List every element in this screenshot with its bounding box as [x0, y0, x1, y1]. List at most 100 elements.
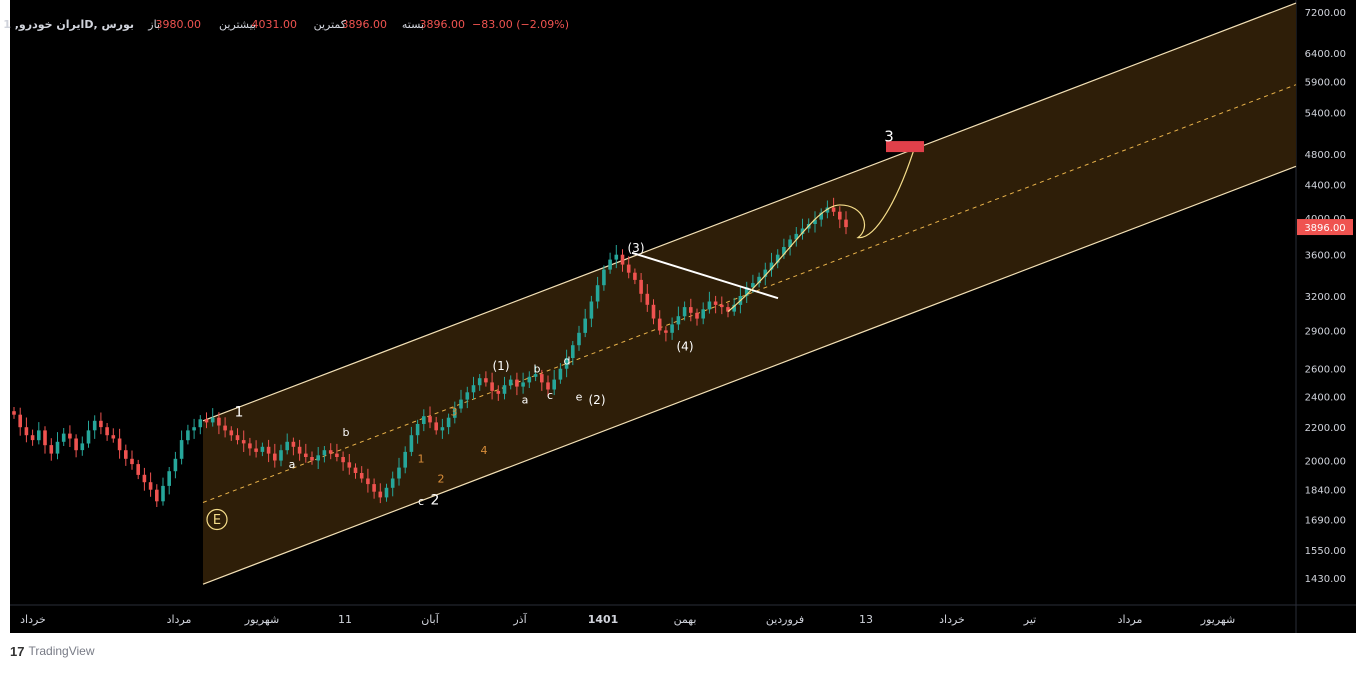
candle	[155, 484, 159, 507]
candle-body	[825, 207, 830, 213]
candle	[341, 451, 345, 471]
candles	[12, 197, 848, 507]
candle	[695, 308, 699, 326]
price-channel[interactable]	[202, 2, 1297, 585]
candle	[105, 423, 109, 441]
candle	[322, 446, 327, 463]
candle	[316, 447, 320, 469]
wave-label: e	[576, 391, 583, 404]
candle	[24, 417, 29, 443]
candle	[844, 211, 848, 235]
candle	[583, 308, 587, 338]
candle	[595, 276, 600, 309]
wave-label: b	[534, 363, 541, 376]
candle-body	[502, 385, 507, 394]
candle	[552, 369, 556, 396]
candle	[254, 440, 258, 458]
candle-body	[167, 471, 171, 486]
candle-body	[297, 446, 302, 454]
candle	[440, 418, 445, 439]
candle-body	[49, 445, 54, 454]
candle	[161, 477, 165, 506]
header-low-label: کمترین	[314, 18, 347, 31]
candle-body	[254, 448, 258, 452]
channel-mid-line[interactable]	[202, 84, 1297, 503]
candle	[124, 444, 128, 466]
candle-body	[626, 264, 631, 273]
candle-body	[446, 417, 451, 428]
candle-body	[341, 457, 345, 463]
candle	[173, 451, 178, 479]
header-close-value: 3896.00	[420, 18, 466, 31]
time-tick-label: آذر	[512, 612, 527, 626]
candle	[794, 227, 799, 247]
candle-body	[558, 368, 563, 380]
candle-body	[353, 467, 358, 473]
candle	[608, 252, 612, 274]
header-close-label: بسته	[402, 18, 424, 31]
candle	[515, 372, 519, 396]
candle-body	[192, 427, 196, 431]
price-axis[interactable]: 7200.00 6400.00 5900.00 5400.00 4800.00 4400.…	[1297, 8, 1353, 585]
candle-body	[155, 489, 159, 502]
candle-body	[508, 379, 513, 386]
candle	[266, 439, 271, 463]
candle-body	[720, 304, 724, 308]
tradingview-branding[interactable]: 17 TradingView	[10, 641, 95, 661]
candle-body	[310, 457, 314, 461]
candle	[12, 407, 16, 419]
candle	[223, 417, 227, 438]
candle-body	[794, 233, 799, 240]
candle	[372, 478, 376, 499]
price-tick-label: 6400.00	[1305, 49, 1346, 60]
candle	[353, 463, 358, 479]
candle	[713, 295, 718, 314]
candle	[384, 483, 389, 502]
candle-body	[453, 408, 457, 418]
candle	[546, 375, 550, 397]
candle-body	[515, 379, 519, 387]
target-box[interactable]	[886, 141, 924, 153]
candle-body	[707, 301, 712, 310]
wave-label: 2	[431, 492, 440, 508]
candle	[701, 302, 705, 325]
candle	[800, 218, 805, 240]
price-tick-label: 2200.00	[1305, 423, 1346, 434]
candle-body	[788, 239, 792, 247]
trend-line[interactable]	[631, 251, 779, 300]
candle-body	[695, 312, 699, 319]
wave-label: (2)	[589, 393, 606, 407]
wave-lines[interactable]	[631, 141, 924, 313]
candle-body	[657, 318, 662, 331]
candle-body	[198, 419, 203, 428]
candle-body	[86, 430, 91, 444]
candle-body	[68, 433, 72, 439]
wave-projection-curve[interactable]	[727, 143, 917, 313]
price-tick-label: 2000.00	[1305, 457, 1346, 468]
candle-body	[608, 259, 612, 270]
candle-body	[117, 438, 122, 451]
candle-body	[99, 420, 103, 428]
candle	[571, 341, 575, 366]
candle	[651, 299, 656, 325]
candle	[676, 306, 681, 331]
time-axis[interactable]: خرداد مرداد شهریور 11 آبان آذر 1401 بهمن فروردین…	[20, 612, 1235, 626]
candle	[838, 206, 842, 229]
candle-body	[434, 422, 438, 431]
last-price-tag[interactable]	[1297, 219, 1353, 236]
candle	[148, 472, 153, 497]
candle	[55, 432, 60, 460]
candle-body	[366, 478, 370, 485]
channel-lower-line[interactable]	[202, 165, 1297, 585]
candle-body	[459, 399, 463, 409]
wave-label: b	[343, 426, 350, 439]
candle	[453, 401, 457, 424]
candle-body	[403, 451, 407, 468]
candle-body	[831, 207, 836, 212]
candle-body	[328, 450, 333, 454]
header-high-value: 4031.00	[252, 18, 298, 31]
channel-upper-line[interactable]	[202, 2, 1297, 422]
